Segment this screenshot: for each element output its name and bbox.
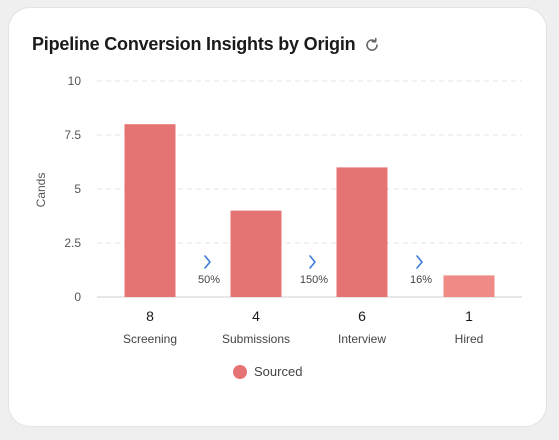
chart-header: Pipeline Conversion Insights by Origin xyxy=(32,34,380,55)
value-labels: 8 4 6 1 xyxy=(146,308,473,324)
chevron-right-icon xyxy=(204,255,211,269)
refresh-icon[interactable] xyxy=(364,37,380,53)
chart-title: Pipeline Conversion Insights by Origin xyxy=(32,34,356,54)
chevron-right-icon xyxy=(416,255,423,269)
y-tick-label: 10 xyxy=(68,74,82,88)
y-tick-label: 7.5 xyxy=(64,128,81,142)
bar-value-label: 8 xyxy=(146,308,154,324)
y-tick-label: 5 xyxy=(74,182,81,196)
conversion-rate-label: 50% xyxy=(198,274,220,286)
bar[interactable] xyxy=(230,210,282,297)
y-tick-label: 2.5 xyxy=(64,236,81,250)
bar[interactable] xyxy=(124,124,176,297)
bar-value-label: 1 xyxy=(465,308,473,324)
bar-value-label: 6 xyxy=(358,308,366,324)
conversion-rate-label: 16% xyxy=(410,274,432,286)
legend-label: Sourced xyxy=(254,364,303,379)
conversion-rate-label: 150% xyxy=(300,274,328,286)
chevron-right-icon xyxy=(309,255,316,269)
y-tick-label: 0 xyxy=(74,290,81,304)
bar[interactable] xyxy=(336,167,388,297)
y-axis-ticks: 0 2.5 5 7.5 10 xyxy=(64,74,81,304)
category-label: Hired xyxy=(455,332,484,346)
legend-swatch xyxy=(233,364,247,379)
conversion-markers: 50% 150% 16% xyxy=(198,255,432,286)
bar[interactable] xyxy=(443,275,495,297)
legend-item-sourced[interactable]: Sourced xyxy=(233,364,302,379)
bars xyxy=(124,124,495,297)
category-label: Interview xyxy=(338,332,386,346)
bar-value-label: 4 xyxy=(252,308,260,324)
category-labels: Screening Submissions Interview Hired xyxy=(123,332,483,346)
chart-card: Pipeline Conversion Insights by Origin xyxy=(8,7,547,427)
category-label: Screening xyxy=(123,332,177,346)
y-axis-label: Cands xyxy=(34,173,48,208)
category-label: Submissions xyxy=(222,332,290,346)
